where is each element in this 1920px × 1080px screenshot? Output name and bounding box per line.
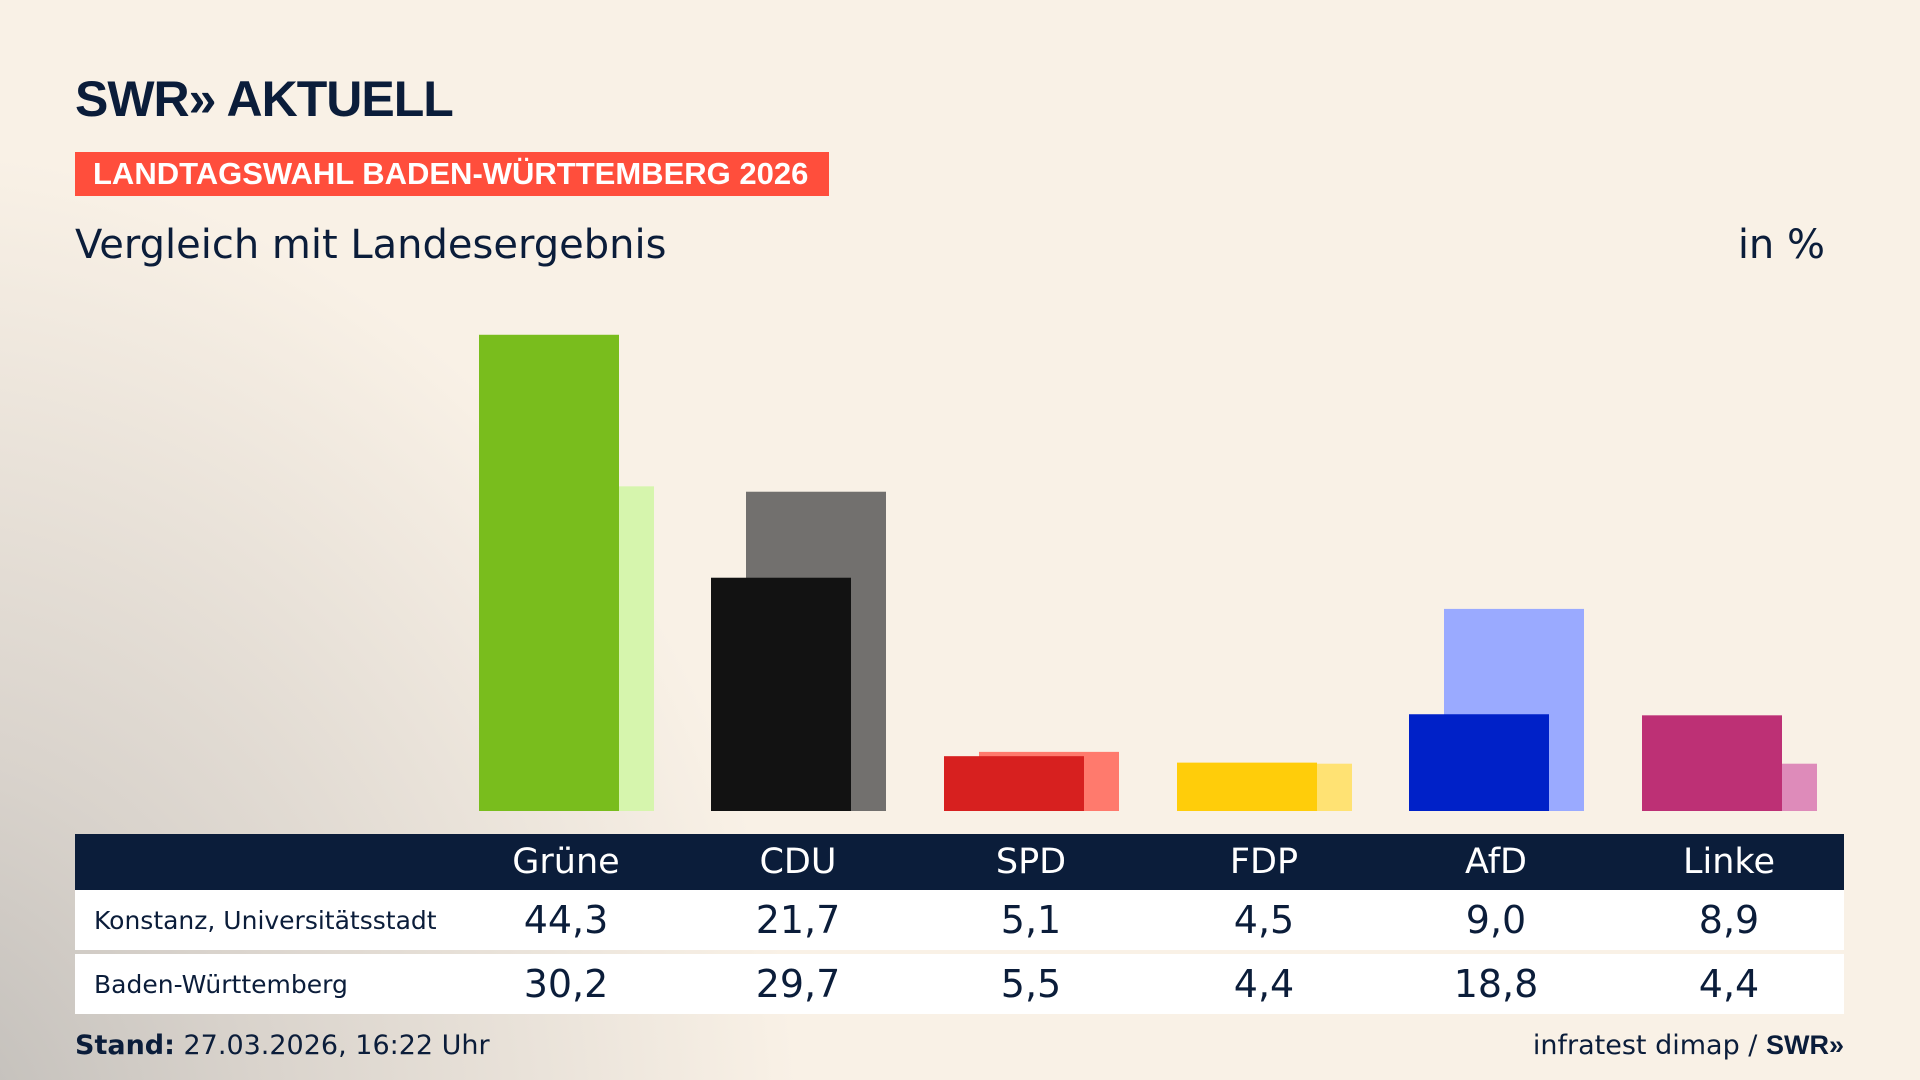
- source: infratest dimap / SWR»: [1533, 1030, 1844, 1061]
- table-cell: 5,5: [1000, 962, 1062, 1006]
- unit-label: in %: [1737, 222, 1825, 268]
- table-cell: 4,4: [1233, 962, 1295, 1006]
- table-row: Konstanz, Universitätsstadt 44,3 21,7 5,1 4,…: [75, 890, 1844, 950]
- table-cell: 29,7: [755, 962, 841, 1006]
- bar-chart: [479, 334, 1817, 811]
- stand-value: 27.03.2026, 16:22 Uhr: [174, 1030, 490, 1061]
- table-row: Baden-Württemberg 30,2 29,7 5,5 4,4 18,8 4,4: [75, 954, 1844, 1014]
- row-label: Konstanz, Universitätsstadt: [94, 905, 437, 935]
- local-bar-linke: [1642, 715, 1782, 811]
- local-bar-spd: [944, 756, 1084, 811]
- table-cell: 4,5: [1233, 898, 1295, 942]
- table-header: Grüne CDU SPD FDP AfD Linke: [75, 834, 1844, 890]
- table-cell: 5,1: [1000, 898, 1062, 942]
- row-label: Baden-Württemberg: [94, 969, 348, 999]
- chart-subtitle: Vergleich mit Landesergebnis: [75, 222, 667, 268]
- column-header: Grüne: [512, 842, 620, 882]
- table-cell: 44,3: [523, 898, 609, 942]
- stand-label: Stand:: [75, 1030, 175, 1061]
- column-header: Linke: [1683, 842, 1775, 882]
- local-bar-cdu: [711, 577, 851, 811]
- swr-logo: SWR»: [1765, 1030, 1844, 1060]
- table-cell: 18,8: [1453, 962, 1539, 1006]
- table-cell: 9,0: [1465, 898, 1527, 942]
- column-header: AfD: [1465, 842, 1527, 882]
- local-bar-grüne: [479, 334, 619, 811]
- results-table: Grüne CDU SPD FDP AfD Linke Konstanz, Univers…: [75, 834, 1844, 1014]
- table-cell: 8,9: [1698, 898, 1760, 942]
- column-header: FDP: [1229, 842, 1299, 882]
- column-header: CDU: [759, 842, 837, 882]
- election-band: LANDTAGSWAHL BADEN-WÜRTTEMBERG 2026: [75, 152, 829, 196]
- timestamp: Stand: 27.03.2026, 16:22 Uhr: [75, 1030, 490, 1061]
- column-header: SPD: [995, 842, 1067, 882]
- table-cell: 30,2: [523, 962, 609, 1006]
- local-bar-afd: [1409, 714, 1549, 811]
- swr-aktuell-logo: SWR» AKTUELL: [75, 71, 454, 127]
- table-cell: 21,7: [755, 898, 841, 942]
- table-cell: 4,4: [1698, 962, 1760, 1006]
- local-bar-fdp: [1177, 762, 1317, 811]
- source-text: infratest dimap /: [1532, 1030, 1766, 1061]
